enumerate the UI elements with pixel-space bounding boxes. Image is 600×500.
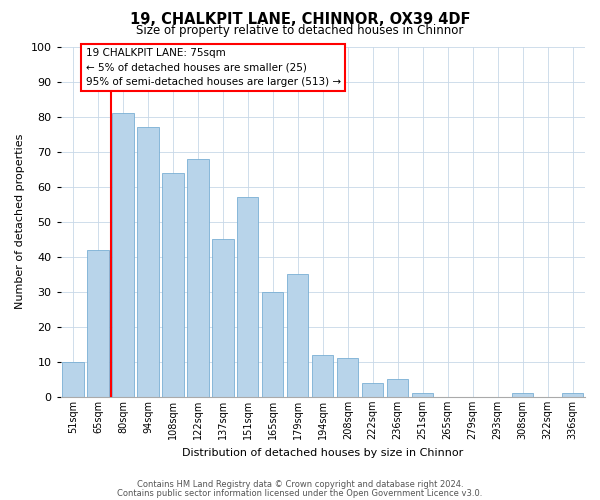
- Text: Size of property relative to detached houses in Chinnor: Size of property relative to detached ho…: [136, 24, 464, 37]
- Bar: [287, 274, 308, 397]
- Bar: [262, 292, 283, 397]
- Bar: [212, 239, 233, 397]
- Bar: [512, 394, 533, 397]
- Text: 19, CHALKPIT LANE, CHINNOR, OX39 4DF: 19, CHALKPIT LANE, CHINNOR, OX39 4DF: [130, 12, 470, 28]
- Bar: [337, 358, 358, 397]
- Bar: [112, 113, 134, 397]
- Bar: [412, 394, 433, 397]
- X-axis label: Distribution of detached houses by size in Chinnor: Distribution of detached houses by size …: [182, 448, 463, 458]
- Text: Contains HM Land Registry data © Crown copyright and database right 2024.: Contains HM Land Registry data © Crown c…: [137, 480, 463, 489]
- Text: 19 CHALKPIT LANE: 75sqm
← 5% of detached houses are smaller (25)
95% of semi-det: 19 CHALKPIT LANE: 75sqm ← 5% of detached…: [86, 48, 341, 87]
- Bar: [62, 362, 83, 397]
- Bar: [88, 250, 109, 397]
- Bar: [187, 158, 209, 397]
- Bar: [163, 172, 184, 397]
- Bar: [312, 355, 334, 397]
- Text: Contains public sector information licensed under the Open Government Licence v3: Contains public sector information licen…: [118, 489, 482, 498]
- Bar: [237, 197, 259, 397]
- Y-axis label: Number of detached properties: Number of detached properties: [15, 134, 25, 310]
- Bar: [387, 380, 409, 397]
- Bar: [137, 127, 158, 397]
- Bar: [362, 383, 383, 397]
- Bar: [562, 394, 583, 397]
